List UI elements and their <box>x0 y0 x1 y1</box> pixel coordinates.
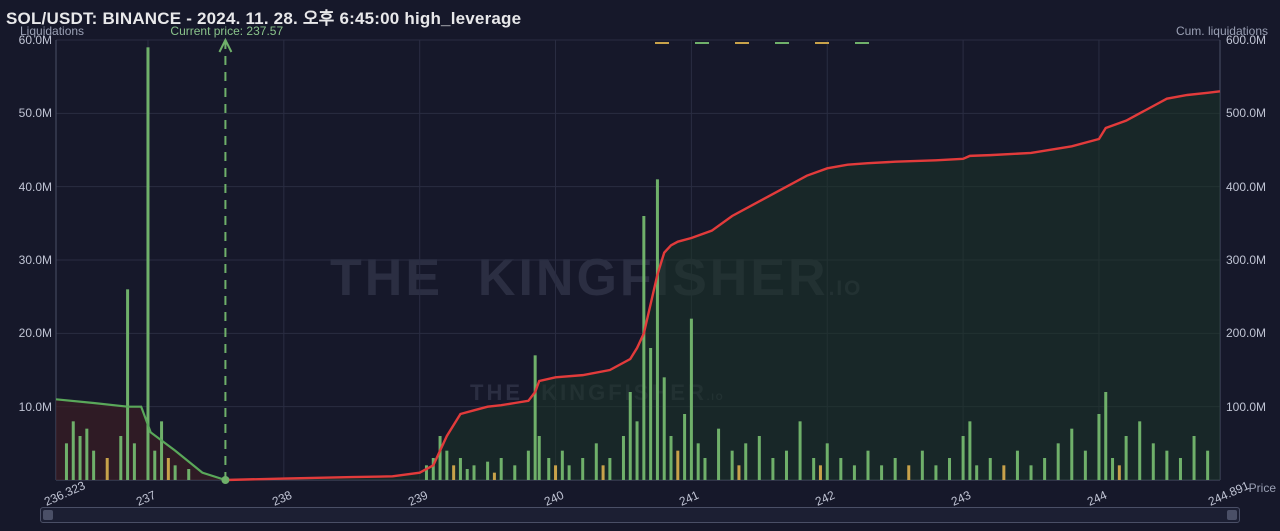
y-left-tick: 40.0M <box>4 180 52 194</box>
y-right-tick: 600.0M <box>1226 33 1280 47</box>
y-left-tick: 60.0M <box>4 33 52 47</box>
y-right-tick: 300.0M <box>1226 253 1280 267</box>
y-right-tick: 400.0M <box>1226 180 1280 194</box>
y-right-tick: 100.0M <box>1226 400 1280 414</box>
y-left-tick: 20.0M <box>4 326 52 340</box>
y-right-tick: 200.0M <box>1226 326 1280 340</box>
y-left-tick: 30.0M <box>4 253 52 267</box>
y-left-tick: 10.0M <box>4 400 52 414</box>
y-right-tick: 500.0M <box>1226 106 1280 120</box>
range-scrollbar[interactable] <box>40 507 1240 523</box>
liquidation-chart[interactable] <box>0 0 1280 531</box>
y-left-tick: 50.0M <box>4 106 52 120</box>
x-label: Price <box>1249 481 1276 495</box>
